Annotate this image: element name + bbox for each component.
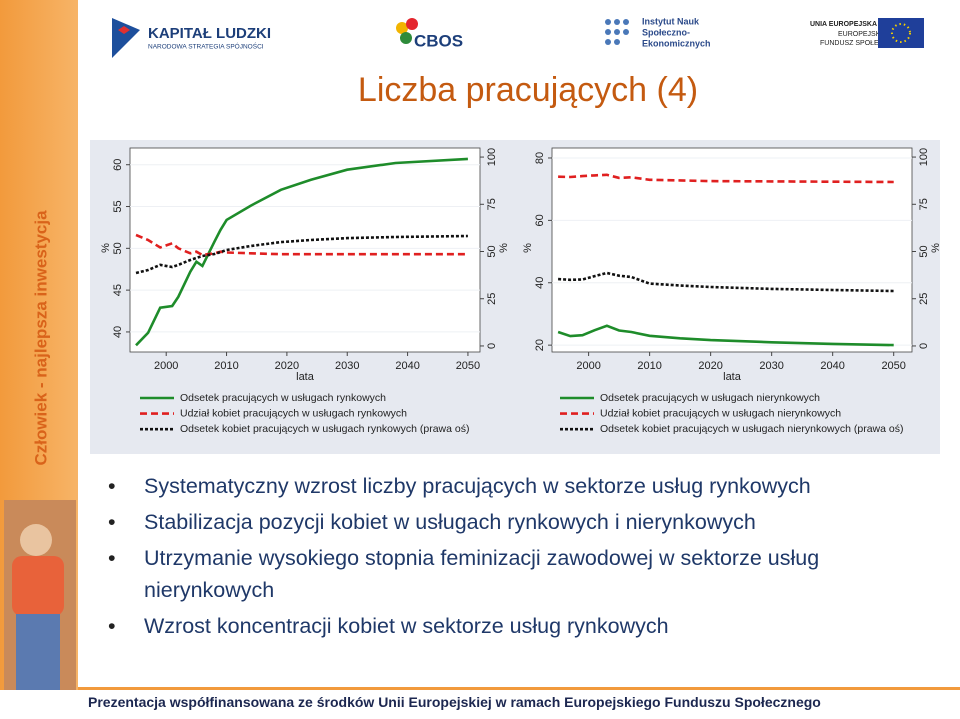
x-tick-label: 2030 [335, 360, 359, 372]
footer-rule [78, 687, 960, 690]
legend-label: Udział kobiet pracujących w usługach nie… [600, 407, 841, 419]
sidebar-text: Człowiek - najlepsza inwestycja [31, 210, 50, 466]
y2-tick-label: 0 [486, 343, 498, 349]
logo-text: FUNDUSZ SPOŁECZNY [820, 40, 898, 47]
x-tick-label: 2050 [456, 360, 480, 372]
series-line [558, 271, 894, 293]
logo-cbos: CBOS [396, 18, 463, 50]
y-tick-label: 60 [112, 159, 124, 171]
logo-isns: Instytut Nauk Społeczno- Ekonomicznych [605, 16, 711, 48]
logo-text: KAPITAŁ LUDZKI [148, 25, 271, 42]
series-line [135, 234, 468, 275]
y-tick-label: 45 [112, 284, 124, 296]
bullet: Stabilizacja pozycji kobiet w usługach r… [100, 506, 890, 538]
plot-area [129, 147, 481, 353]
y-tick-label: 50 [112, 242, 124, 254]
y-tick-label: 80 [534, 152, 546, 164]
plot-area [551, 147, 913, 353]
y2-tick-label: 25 [918, 293, 930, 305]
y-tick-label: 40 [534, 277, 546, 289]
logo-text: UNIA EUROPEJSKA [810, 21, 877, 28]
bullet: Systematyczny wzrost liczby pracujących … [100, 470, 890, 502]
x-tick-label: 2020 [275, 360, 299, 372]
legend-label: Odsetek pracujących w usługach nierynkow… [600, 392, 820, 404]
x-tick-label: 2010 [637, 360, 661, 372]
logo-text: Instytut Nauk [642, 16, 700, 26]
legend-label: Udział kobiet pracujących w usługach ryn… [180, 407, 407, 419]
series-line [135, 157, 468, 347]
logo-text: EUROPEJSKI [838, 31, 882, 38]
x-tick-label: 2020 [698, 360, 722, 372]
y-tick-label: 55 [112, 200, 124, 212]
y2-axis-label: % [498, 243, 510, 253]
y2-tick-label: 100 [486, 148, 498, 166]
logo-eu: UNIA EUROPEJSKA EUROPEJSKI FUNDUSZ SPOŁE… [810, 18, 924, 48]
x-tick-label: 2040 [820, 360, 844, 372]
y-axis-label: % [100, 243, 112, 253]
y2-tick-label: 75 [486, 198, 498, 210]
series-line [135, 233, 468, 257]
logo-text: NARODOWA STRATEGIA SPÓJNOŚCI [148, 42, 264, 51]
y2-tick-label: 75 [918, 198, 930, 210]
y-tick-label: 20 [534, 339, 546, 351]
series-line [558, 173, 894, 184]
legend-label: Odsetek kobiet pracujących w usługach ni… [600, 423, 903, 435]
series-line [557, 324, 894, 347]
x-tick-label: 2000 [576, 360, 600, 372]
bullet: Wzrost koncentracji kobiet w sektorze us… [100, 610, 890, 642]
y2-tick-label: 50 [918, 245, 930, 257]
y2-tick-label: 50 [486, 245, 498, 257]
x-axis-label: lata [296, 371, 315, 383]
y2-axis-label: % [930, 243, 942, 253]
y-tick-label: 40 [112, 326, 124, 338]
legend-label: Odsetek pracujących w usługach rynkowych [180, 392, 386, 404]
logo-kapital: KAPITAŁ LUDZKI NARODOWA STRATEGIA SPÓJNO… [112, 18, 271, 58]
bullet-list: Systematyczny wzrost liczby pracujących … [100, 470, 890, 646]
y-tick-label: 60 [534, 214, 546, 226]
x-axis-label: lata [723, 371, 742, 383]
bullet: Utrzymanie wysokiego stopnia feminizacji… [100, 542, 890, 606]
logo-text: CBOS [414, 31, 463, 50]
legend-label: Odsetek kobiet pracujących w usługach ry… [180, 423, 469, 435]
logo-text: Ekonomicznych [642, 38, 711, 48]
x-tick-label: 2000 [154, 360, 178, 372]
x-tick-label: 2040 [395, 360, 419, 372]
footer: Prezentacja współfinansowana ze środków … [88, 694, 821, 710]
x-tick-label: 2030 [759, 360, 783, 372]
y2-tick-label: 0 [918, 343, 930, 349]
logo-text: Społeczno- [642, 27, 690, 37]
y-axis-label: % [522, 243, 534, 253]
x-tick-label: 2010 [214, 360, 238, 372]
y2-tick-label: 25 [486, 293, 498, 305]
person-photo [4, 500, 76, 690]
x-tick-label: 2050 [881, 360, 905, 372]
y2-tick-label: 100 [918, 148, 930, 166]
slide-title: Liczba pracujących (4) [358, 71, 698, 109]
